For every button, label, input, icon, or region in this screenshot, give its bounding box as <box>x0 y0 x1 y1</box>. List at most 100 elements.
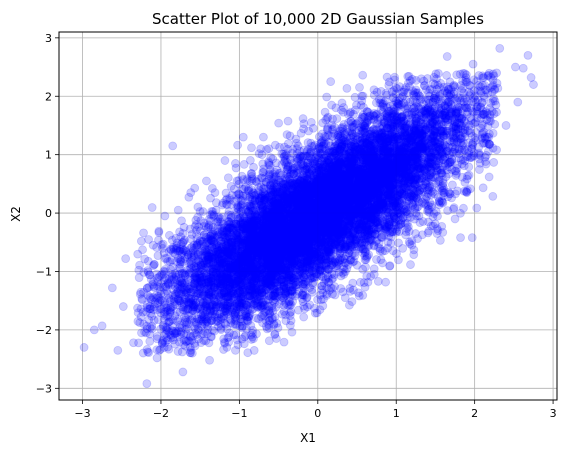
data-point <box>294 225 303 235</box>
data-point <box>320 189 330 199</box>
data-point <box>476 88 486 98</box>
data-point <box>226 261 236 271</box>
data-point <box>365 196 375 206</box>
data-point <box>240 238 250 248</box>
data-point <box>245 217 255 227</box>
data-point <box>304 250 313 260</box>
data-point <box>326 77 336 86</box>
data-point <box>271 190 280 200</box>
data-point <box>184 319 194 329</box>
data-point <box>289 192 299 202</box>
points-layer <box>79 43 538 389</box>
data-point <box>362 170 371 180</box>
data-point <box>368 218 378 228</box>
data-point <box>434 196 444 206</box>
data-point <box>279 213 288 222</box>
data-point <box>321 202 331 211</box>
data-point <box>214 255 223 264</box>
data-point <box>351 189 361 199</box>
data-point <box>267 236 277 246</box>
data-point <box>314 143 324 153</box>
data-point <box>252 177 261 187</box>
data-point <box>390 117 400 127</box>
data-point <box>339 128 349 138</box>
data-point <box>214 288 224 298</box>
data-point <box>247 218 257 227</box>
data-point <box>268 276 278 286</box>
data-point <box>427 103 436 113</box>
data-point <box>308 234 318 244</box>
data-point <box>415 140 425 150</box>
data-point <box>343 210 352 220</box>
data-point <box>358 194 368 204</box>
data-point <box>294 194 304 204</box>
data-point <box>335 193 344 202</box>
data-point <box>406 170 416 180</box>
data-point <box>401 140 410 150</box>
data-point <box>260 244 269 254</box>
data-point <box>281 149 291 159</box>
data-point <box>268 249 278 259</box>
data-point <box>285 238 295 248</box>
data-point <box>252 241 262 251</box>
data-point <box>239 251 249 261</box>
data-point <box>238 253 247 263</box>
data-point <box>376 214 386 224</box>
data-point <box>243 312 252 322</box>
data-point <box>315 186 324 196</box>
data-point <box>302 206 312 216</box>
data-point <box>271 254 281 264</box>
data-point <box>430 136 440 146</box>
data-point <box>281 310 290 320</box>
data-point <box>309 181 319 191</box>
data-point <box>340 199 350 209</box>
data-point <box>369 187 378 196</box>
data-point <box>434 197 444 207</box>
data-point <box>349 199 359 209</box>
data-point <box>478 183 488 193</box>
data-point <box>382 134 392 144</box>
data-point <box>379 121 389 131</box>
data-point <box>274 118 284 128</box>
data-point <box>322 167 332 177</box>
data-point <box>335 211 345 221</box>
data-point <box>311 218 320 228</box>
data-point <box>363 156 373 166</box>
data-point <box>432 132 442 142</box>
data-point <box>389 186 399 196</box>
data-point <box>247 296 257 306</box>
data-point <box>304 212 314 222</box>
data-point <box>296 231 306 241</box>
data-point <box>265 198 275 208</box>
data-point <box>248 274 258 284</box>
data-point <box>201 299 211 309</box>
data-point <box>257 233 267 243</box>
data-point <box>306 199 316 209</box>
data-point <box>369 160 379 170</box>
data-point <box>222 273 232 283</box>
data-point <box>410 204 420 214</box>
data-point <box>366 187 376 197</box>
data-point <box>381 277 391 287</box>
data-point <box>328 220 338 229</box>
data-point <box>441 142 451 151</box>
data-point <box>231 230 241 240</box>
data-point <box>354 171 364 180</box>
data-point <box>179 245 189 255</box>
data-point <box>355 174 365 183</box>
data-point <box>327 225 337 235</box>
data-point <box>262 271 272 281</box>
data-point <box>268 261 278 270</box>
data-point <box>269 197 279 207</box>
data-point <box>189 251 199 261</box>
data-point <box>163 257 173 266</box>
data-point <box>288 238 298 248</box>
data-point <box>306 117 316 127</box>
data-point <box>147 203 157 212</box>
data-point <box>220 226 229 236</box>
data-point <box>336 194 346 204</box>
data-point <box>208 267 218 277</box>
data-point <box>387 184 397 194</box>
data-point <box>361 212 371 222</box>
data-point <box>321 254 331 264</box>
